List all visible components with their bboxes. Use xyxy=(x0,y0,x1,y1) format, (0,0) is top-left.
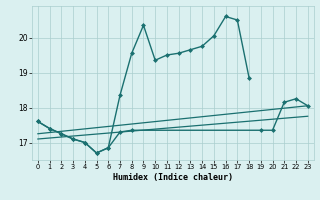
X-axis label: Humidex (Indice chaleur): Humidex (Indice chaleur) xyxy=(113,173,233,182)
